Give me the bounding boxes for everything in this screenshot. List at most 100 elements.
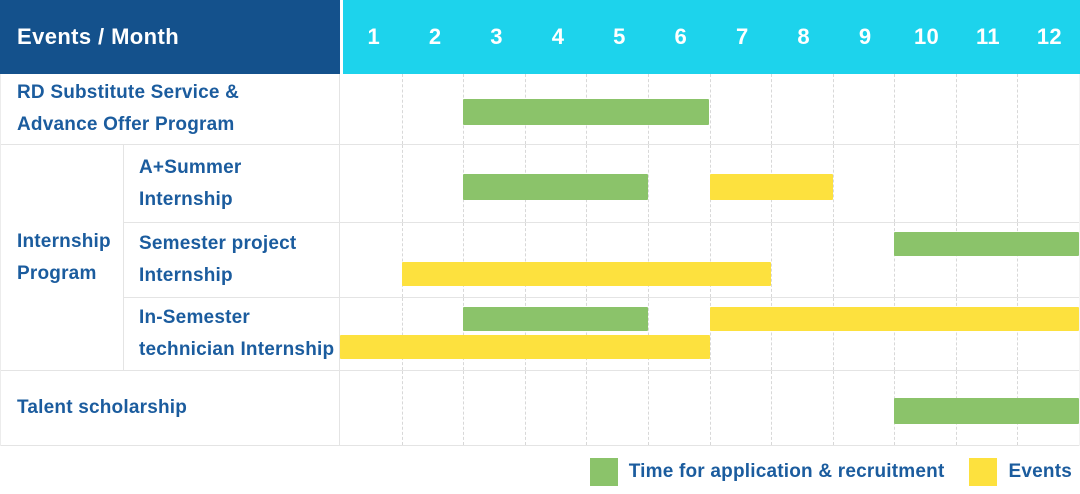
month-gridline	[955, 298, 957, 370]
month-label-10: 10	[913, 24, 940, 49]
month-gridline	[1017, 74, 1019, 144]
month-gridline	[771, 223, 773, 297]
header-events-month-label: Events / Month	[0, 0, 340, 74]
month-label-4: 4	[551, 24, 565, 49]
month-gridline	[586, 298, 588, 370]
month-gridline	[955, 145, 957, 222]
row-a-summer-internship: A+Summer Internship	[124, 145, 1079, 223]
row-label-semester-project-internship: Semester project Internship	[124, 223, 340, 297]
gantt-cells-talent-scholarship	[340, 371, 1079, 445]
label-line: Program	[17, 262, 97, 284]
label-line: A+Summer	[139, 156, 242, 178]
gantt-bar-application	[463, 99, 710, 125]
month-gridline	[586, 371, 588, 445]
row-internship-program-group: Internship Program A+Summer Internship S…	[1, 145, 1079, 371]
gantt-cells-in-semester-technician-internship	[340, 298, 1079, 370]
month-label-3: 3	[490, 24, 503, 49]
month-gridline	[894, 145, 896, 222]
month-gridline	[647, 371, 649, 445]
month-gridline	[524, 371, 526, 445]
green-swatch-icon	[589, 458, 618, 486]
month-label-2: 2	[428, 24, 442, 49]
month-gridline	[894, 74, 896, 144]
month-gridline	[1017, 145, 1019, 222]
gantt-bar-event	[340, 335, 710, 359]
month-gridline	[401, 371, 403, 445]
label-line: RD Substitute Service &	[17, 82, 240, 103]
month-gridline	[401, 223, 403, 297]
gantt-bar-application	[894, 398, 1079, 424]
month-gridline	[709, 371, 711, 445]
month-gridline	[1017, 298, 1019, 370]
month-gridline	[771, 298, 773, 370]
month-gridline	[709, 74, 711, 144]
legend-item-application: Time for application & recruitment	[589, 458, 945, 486]
month-gridline	[463, 223, 465, 297]
header-row: Events / Month 1 2 3 4 5 6 7 8 9 10 11 12	[0, 0, 1080, 74]
month-gridline	[771, 74, 773, 144]
legend-label-application: Time for application & recruitment	[628, 461, 945, 482]
legend-label-events: Events	[1008, 461, 1072, 482]
table-body: RD Substitute Service & Advance Offer Pr…	[0, 74, 1080, 446]
month-gridline	[586, 223, 588, 297]
label-line: Internship	[17, 230, 111, 252]
row-in-semester-technician-internship: In-Semester technician Internship	[124, 298, 1079, 370]
row-semester-project-internship: Semester project Internship	[124, 223, 1079, 298]
gantt-bar-event	[709, 307, 1079, 331]
gantt-bar-event	[401, 262, 772, 286]
row-rd-substitute-service: RD Substitute Service & Advance Offer Pr…	[1, 74, 1079, 145]
gantt-cells-a-summer-internship	[340, 145, 1079, 222]
month-gridline	[955, 223, 957, 297]
gantt-bar-application	[894, 232, 1079, 256]
month-gridline	[401, 145, 403, 222]
month-gridline	[894, 223, 896, 297]
month-gridline	[463, 298, 465, 370]
month-label-8: 8	[797, 24, 810, 49]
row-label-in-semester-technician-internship: In-Semester technician Internship	[124, 298, 340, 370]
row-talent-scholarship: Talent scholarship	[1, 371, 1079, 446]
label-line: technician Internship	[139, 339, 335, 360]
month-gridline	[647, 223, 649, 297]
month-label-9: 9	[858, 24, 872, 49]
month-gridline	[832, 145, 834, 222]
row-label-rd-substitute-service: RD Substitute Service & Advance Offer Pr…	[1, 74, 340, 144]
legend: Time for application & recruitment Event…	[0, 446, 1080, 494]
label-line: Talent scholarship	[17, 397, 188, 418]
month-gridline	[524, 298, 526, 370]
month-gridline	[647, 298, 649, 370]
month-gridline	[832, 223, 834, 297]
month-label-6: 6	[674, 24, 688, 49]
month-gridline	[832, 371, 834, 445]
group-label-internship-program: Internship Program	[1, 145, 124, 370]
yellow-swatch-icon	[969, 458, 998, 486]
month-label-1: 1	[367, 24, 380, 49]
month-gridline	[401, 74, 403, 144]
month-gridline	[771, 371, 773, 445]
label-line: Advance Offer Program	[17, 114, 235, 135]
gantt-cells-rd-substitute-service	[340, 74, 1079, 144]
month-gridline	[832, 74, 834, 144]
month-label-12: 12	[1036, 24, 1062, 49]
month-gridline	[401, 298, 403, 370]
label-line: Semester project	[139, 233, 297, 254]
month-label-11: 11	[976, 24, 1000, 49]
month-label-7: 7	[735, 24, 749, 49]
month-gridline	[1017, 223, 1019, 297]
internship-subrows: A+Summer Internship Semester project Int…	[124, 145, 1079, 370]
month-label-5: 5	[613, 24, 626, 49]
gantt-bar-event	[709, 173, 833, 200]
month-header: 1 2 3 4 5 6 7 8 9 10 11 12	[340, 0, 1080, 74]
label-line: Internship	[139, 188, 233, 210]
month-gridline	[709, 298, 711, 370]
month-gridline	[709, 223, 711, 297]
month-gridline	[894, 298, 896, 370]
row-label-talent-scholarship: Talent scholarship	[1, 371, 340, 445]
month-gridline	[524, 223, 526, 297]
legend-item-events: Events	[969, 458, 1072, 486]
label-line: In-Semester	[139, 307, 250, 328]
gantt-bar-application	[463, 307, 648, 331]
gantt-cells-semester-project-internship	[340, 223, 1079, 297]
month-gridline	[463, 371, 465, 445]
label-line: Internship	[139, 265, 233, 286]
month-gridline	[832, 298, 834, 370]
